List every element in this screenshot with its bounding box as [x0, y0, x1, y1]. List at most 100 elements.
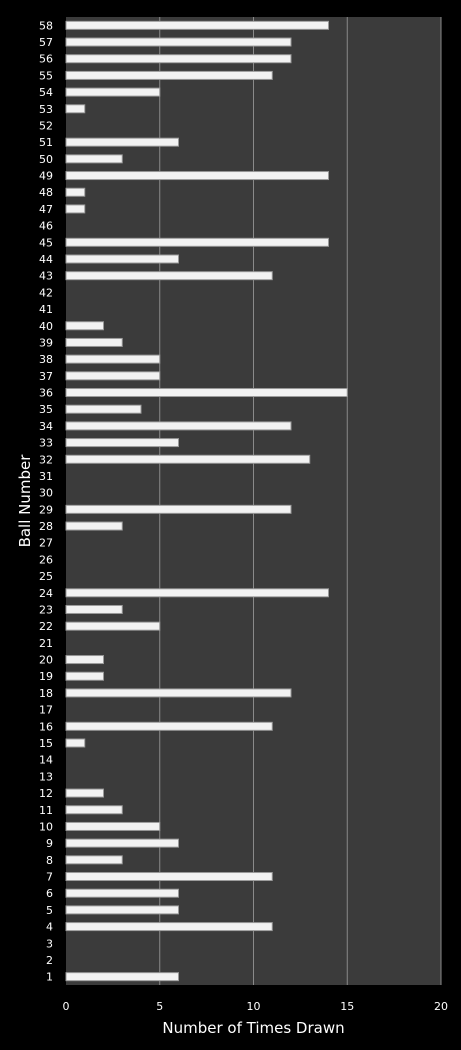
y-tick-label: 28 [39, 520, 53, 533]
y-tick-label: 53 [39, 103, 53, 116]
x-axis-title: Number of Times Drawn [162, 1019, 344, 1037]
y-tick-label: 24 [39, 587, 53, 600]
y-tick-label: 52 [39, 119, 53, 132]
bar [65, 388, 348, 398]
x-tick-label: 20 [434, 1000, 448, 1013]
bar [65, 521, 123, 531]
y-tick-label: 12 [39, 787, 53, 800]
bar [65, 821, 161, 831]
y-tick-label: 27 [39, 537, 53, 550]
bar [65, 855, 123, 865]
y-tick-label: 25 [39, 570, 53, 583]
bar [65, 872, 273, 882]
y-tick-label: 48 [39, 186, 53, 199]
bar [65, 588, 329, 598]
bar [65, 337, 123, 347]
x-tick-label: 15 [340, 1000, 354, 1013]
y-tick-label: 45 [39, 236, 53, 249]
y-tick-label: 58 [39, 19, 53, 32]
bar [65, 237, 329, 247]
y-tick-label: 31 [39, 470, 53, 483]
y-tick-label: 13 [39, 770, 53, 783]
y-tick-label: 10 [39, 820, 53, 833]
y-tick-label: 56 [39, 53, 53, 66]
y-axis-title: Ball Number [16, 454, 34, 548]
bar [65, 404, 142, 414]
bar [65, 438, 179, 448]
bar [65, 37, 292, 47]
y-tick-label: 26 [39, 553, 53, 566]
bar [65, 671, 104, 681]
bar [65, 421, 292, 431]
bar [65, 321, 104, 331]
y-tick-label: 22 [39, 620, 53, 633]
x-tick-label: 10 [247, 1000, 261, 1013]
y-tick-label: 47 [39, 203, 53, 216]
x-tick-label: 0 [63, 1000, 70, 1013]
bar [65, 354, 161, 364]
y-tick-label: 23 [39, 603, 53, 616]
y-tick-label: 35 [39, 403, 53, 416]
bar [65, 54, 292, 64]
bar [65, 137, 179, 147]
bar [65, 788, 104, 798]
y-tick-label: 11 [39, 804, 53, 817]
y-tick-label: 7 [46, 871, 53, 884]
x-axis-tick-labels: 0 5 10 15 20 [63, 1000, 449, 1013]
y-tick-label: 55 [39, 69, 53, 82]
bar [65, 604, 123, 614]
y-tick-label: 40 [39, 320, 53, 333]
bar [65, 621, 161, 631]
y-tick-label: 9 [46, 837, 53, 850]
bar [65, 655, 104, 665]
bar [65, 922, 273, 932]
bar [65, 154, 123, 164]
y-tick-label: 21 [39, 637, 53, 650]
y-tick-label: 46 [39, 220, 53, 233]
y-tick-label: 37 [39, 370, 53, 383]
y-tick-label: 51 [39, 136, 53, 149]
y-tick-label: 17 [39, 704, 53, 717]
y-tick-label: 14 [39, 754, 53, 767]
y-tick-label: 33 [39, 437, 53, 450]
y-tick-label: 44 [39, 253, 53, 266]
bar [65, 187, 86, 197]
bar [65, 204, 86, 214]
bar [65, 371, 161, 381]
y-tick-label: 34 [39, 420, 53, 433]
y-tick-label: 15 [39, 737, 53, 750]
y-tick-label: 39 [39, 336, 53, 349]
bar [65, 972, 179, 982]
bars [65, 20, 348, 982]
bar [65, 905, 179, 915]
y-tick-label: 1 [46, 971, 53, 984]
y-tick-label: 42 [39, 286, 53, 299]
y-tick-label: 18 [39, 687, 53, 700]
y-tick-label: 36 [39, 387, 53, 400]
bar [65, 271, 273, 281]
y-tick-label: 54 [39, 86, 53, 99]
y-tick-label: 3 [46, 937, 53, 950]
y-tick-label: 30 [39, 487, 53, 500]
y-tick-label: 20 [39, 654, 53, 667]
bar [65, 888, 179, 898]
bar [65, 104, 86, 114]
bar [65, 87, 161, 97]
y-tick-label: 19 [39, 670, 53, 683]
bar [65, 805, 123, 815]
bar [65, 504, 292, 514]
bar [65, 20, 329, 30]
x-tick-label: 5 [156, 1000, 163, 1013]
bar [65, 688, 292, 698]
y-tick-label: 41 [39, 303, 53, 316]
y-tick-label: 29 [39, 503, 53, 516]
y-tick-label: 6 [46, 887, 53, 900]
y-tick-label: 57 [39, 36, 53, 49]
y-tick-label: 4 [46, 921, 53, 934]
y-tick-label: 50 [39, 153, 53, 166]
y-tick-label: 16 [39, 720, 53, 733]
y-tick-label: 32 [39, 453, 53, 466]
bar [65, 171, 329, 181]
y-tick-label: 49 [39, 170, 53, 183]
